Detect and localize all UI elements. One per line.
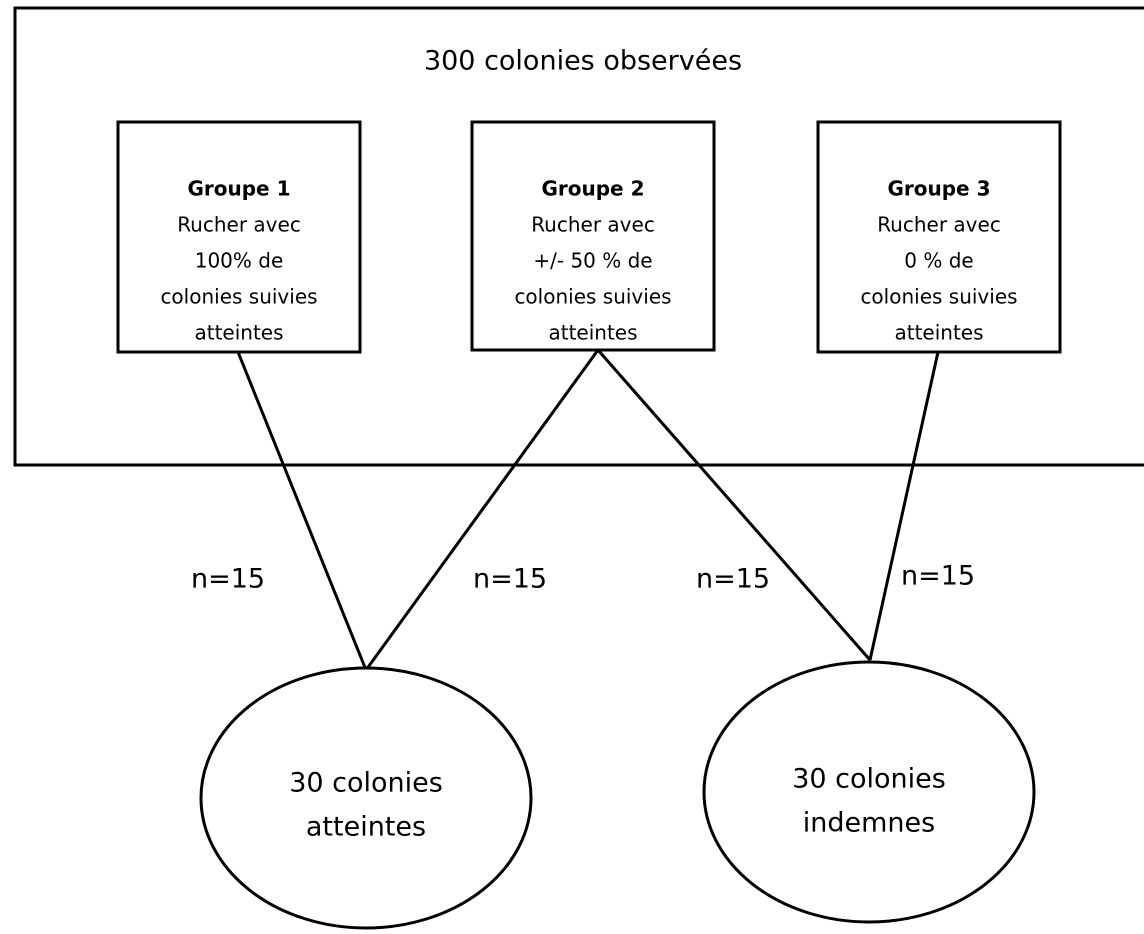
link-line [868,351,940,661]
outcome-node [199,666,533,930]
outcome-label: indemnes [803,808,935,839]
group-box [470,120,716,352]
group-box [116,120,362,354]
group-title: Groupe 1 [187,177,290,201]
group-line: colonies suivies [514,285,671,309]
outcome-label: 30 colonies [289,768,443,799]
link-line [596,349,872,661]
group-line: 0 % de [904,249,973,273]
link-line [364,349,600,671]
group-line: atteintes [548,321,637,345]
group-title: Groupe 3 [887,177,990,201]
group-line: Rucher avec [531,213,655,237]
link-label: n=15 [901,561,975,592]
group-line: colonies suivies [160,285,317,309]
group-line: 100% de [195,249,284,273]
link-label: n=15 [473,564,547,595]
group-line: atteintes [194,321,283,345]
outcome-label: 30 colonies [792,764,946,795]
outcome-node [702,660,1036,924]
group-box [816,120,1062,354]
outcome-label: atteintes [306,812,426,843]
group-line: Rucher avec [177,213,301,237]
group-title: Groupe 2 [541,177,644,201]
group-line: colonies suivies [860,285,1017,309]
title: 300 colonies observées [424,46,742,77]
group-line: Rucher avec [877,213,1001,237]
group-line: +/- 50 % de [533,249,652,273]
link-line [236,351,368,671]
link-label: n=15 [696,564,770,595]
group-line: atteintes [894,321,983,345]
link-label: n=15 [191,564,265,595]
